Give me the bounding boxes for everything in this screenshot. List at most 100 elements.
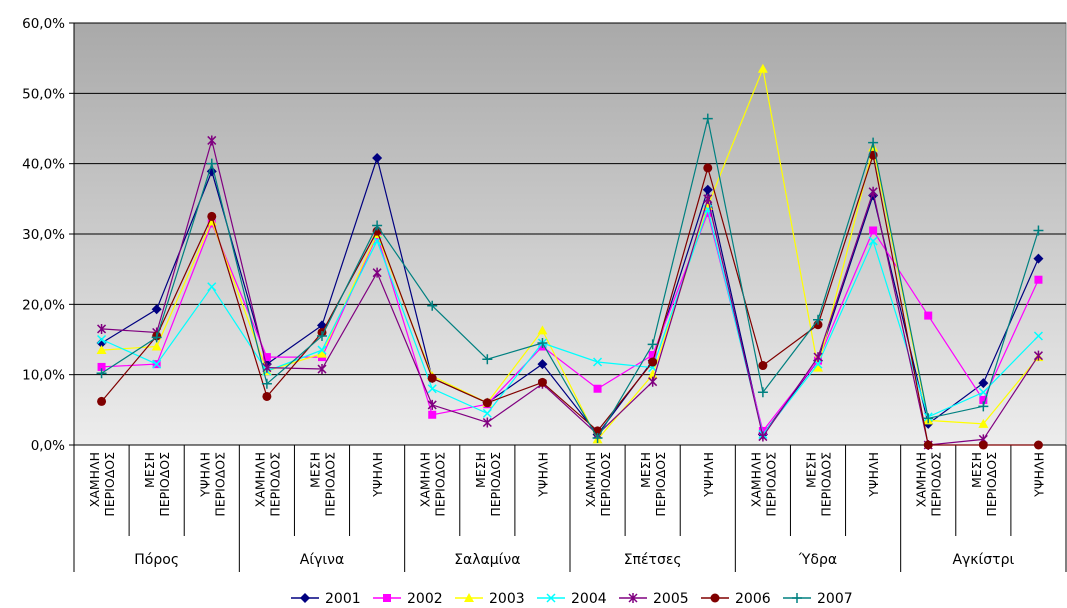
data-point (96, 345, 107, 355)
data-point (979, 395, 988, 404)
data-point (317, 345, 327, 355)
category-label: ΥΨΗΛΗ (1031, 452, 1046, 498)
series-layer (96, 63, 1044, 450)
category-label: ΧΑΜΗΛΗ (583, 452, 598, 507)
category-label: ΜΕΣΗ (142, 452, 157, 488)
data-point (978, 440, 988, 450)
legend-label: 2007 (817, 591, 853, 607)
category-label: ΠΕΡΙΟΔΟΣ (157, 452, 172, 517)
category-label: ΠΕΡΙΟΔΟΣ (267, 452, 282, 517)
legend-item: 2001 (291, 591, 361, 607)
category-label: ΜΕΣΗ (969, 452, 984, 488)
group-label: Σαλαμίνα (454, 552, 520, 568)
category-label: ΧΑΜΗΛΗ (418, 452, 433, 507)
data-point (868, 236, 878, 246)
legend-label: 2006 (735, 591, 771, 607)
legend-item: 2003 (455, 591, 525, 607)
y-axis: 0,0% 10,0% 20,0% 30,0% 40,0% 50,0% 60,0% (22, 16, 75, 454)
data-point (262, 362, 272, 373)
data-point (924, 311, 933, 320)
data-point (1033, 225, 1044, 236)
y-tick-label: 0,0% (31, 438, 65, 454)
data-point (813, 352, 823, 363)
data-point (592, 432, 603, 443)
data-point (868, 137, 879, 148)
data-point (1033, 331, 1043, 341)
category-label: ΠΕΡΙΟΔΟΣ (598, 452, 613, 517)
data-point (151, 341, 162, 351)
category-label: ΜΕΣΗ (804, 452, 819, 488)
category-label: ΠΕΡΙΟΔΟΣ (323, 452, 338, 517)
data-point (372, 220, 383, 231)
category-label: ΥΨΗΛΗ (535, 452, 550, 498)
data-point (628, 593, 638, 603)
data-point (1034, 275, 1043, 284)
data-point (923, 413, 934, 424)
data-point (427, 373, 437, 383)
data-point (300, 593, 310, 603)
category-label: ΠΕΡΙΟΔΟΣ (763, 452, 778, 517)
data-point (757, 387, 768, 398)
y-tick-label: 50,0% (22, 86, 65, 102)
category-label: ΥΨΗΛΗ (701, 452, 716, 498)
data-point (593, 357, 603, 367)
legend-item: 2007 (783, 591, 853, 607)
data-point (702, 184, 713, 195)
series-line (101, 138, 1039, 446)
y-tick-label: 40,0% (22, 157, 65, 173)
group-label: Σπέτσες (624, 552, 682, 568)
data-point (648, 357, 658, 367)
data-point (546, 593, 556, 603)
data-point (207, 135, 217, 146)
category-label: ΜΕΣΗ (308, 452, 323, 488)
data-point (151, 332, 162, 343)
data-point (647, 339, 658, 350)
category-label: ΧΑΜΗΛΗ (914, 452, 929, 507)
y-tick-label: 10,0% (22, 368, 65, 384)
data-point (207, 211, 217, 221)
data-point (1033, 440, 1043, 450)
data-point (151, 304, 162, 315)
data-point (537, 338, 548, 349)
data-point (978, 418, 989, 428)
series-line (101, 155, 1039, 446)
data-point (593, 384, 602, 393)
data-point (703, 208, 712, 217)
category-label: ΠΕΡΙΟΔΟΣ (433, 452, 448, 517)
data-point (537, 325, 548, 335)
group-label: Αίγινα (300, 552, 344, 568)
data-point (372, 267, 382, 278)
data-point (869, 226, 878, 235)
group-label: Ύδρα (798, 552, 837, 568)
category-label: ΧΑΜΗΛΗ (748, 452, 763, 507)
data-point (261, 378, 272, 389)
category-label: ΠΕΡΙΟΔΟΣ (212, 452, 227, 517)
group-label: Αγκίστρι (952, 552, 1014, 568)
category-label: ΜΕΣΗ (473, 452, 488, 488)
category-label: ΠΕΡΙΟΔΟΣ (488, 452, 503, 517)
category-label: ΠΕΡΙΟΔΟΣ (984, 452, 999, 517)
series-2007 (96, 113, 1044, 443)
data-point (152, 359, 162, 369)
series-line (101, 207, 1039, 436)
data-point (978, 387, 988, 397)
y-tick-label: 20,0% (22, 297, 65, 313)
y-tick-label: 60,0% (22, 16, 65, 32)
series-line (101, 118, 1039, 440)
legend-item: 2006 (701, 591, 771, 607)
legend-item: 2005 (619, 591, 689, 607)
data-point (97, 396, 107, 406)
legend: 2001 2002 2003 2004 2005 2006 2007 (291, 591, 853, 607)
data-point (262, 391, 272, 401)
legend-label: 2003 (489, 591, 525, 607)
data-point (648, 350, 657, 359)
data-point (978, 378, 989, 389)
category-label: ΠΕΡΙΟΔΟΣ (819, 452, 834, 517)
data-point (703, 193, 713, 204)
legend-label: 2005 (653, 591, 689, 607)
x-axis: ΧΑΜΗΛΗ ΠΕΡΙΟΔΟΣ ΜΕΣΗ ΠΕΡΙΟΔΟΣ ΥΨΗΛΗ ΠΕΡΙΟΔΟΣ Χ… (73, 445, 1067, 572)
data-point (482, 417, 492, 428)
data-point (647, 369, 658, 379)
data-point (1033, 350, 1043, 361)
